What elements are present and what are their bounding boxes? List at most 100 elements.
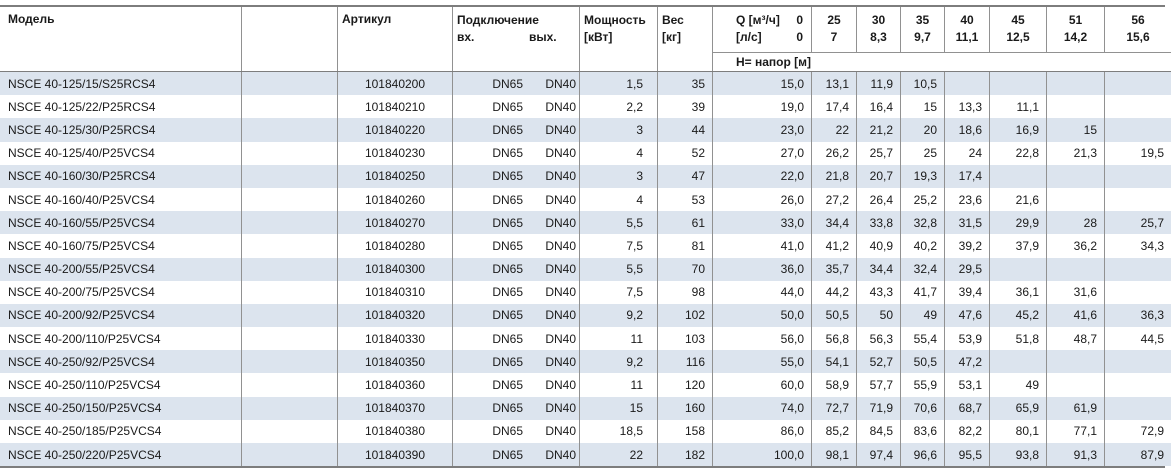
q-value: 56 <box>1131 13 1145 27</box>
header-connection-label: Подключение <box>457 13 539 27</box>
inlet-value: DN65 <box>492 146 523 161</box>
head-q56-cell: 87,9 <box>1140 447 1164 462</box>
model-cell: NSCE 40-160/75/P25VCS4 <box>0 234 242 258</box>
artikul-cell: 101840260 <box>338 187 453 212</box>
head-q56-cell <box>1105 118 1171 141</box>
header-artikul-label: Артикул <box>342 12 392 26</box>
head-q56-cell <box>1105 72 1171 95</box>
weight-cell: 182 <box>658 443 713 467</box>
head-q30-cell: 40,9 <box>857 234 901 258</box>
pump-spec-table: Модель Артикул Подключение вх. вых. Мощн… <box>0 7 1171 467</box>
head-q35-cell: 25,2 <box>901 187 945 212</box>
outlet-value: DN40 <box>545 378 576 393</box>
head-q0-cell: 23,0 <box>713 118 812 142</box>
table-row: NSCE 40-250/220/P25VCS4 101840390 DN65 D… <box>0 443 1171 467</box>
head-q51-cell: 31,6 <box>1047 280 1105 304</box>
outlet-value: DN40 <box>545 122 576 137</box>
ls-value: 9,7 <box>914 30 931 44</box>
head-q25-cell: 22 <box>812 118 857 142</box>
head-q0-cell: 41,0 <box>713 234 812 258</box>
connection-cell: DN65 DN40 <box>453 234 580 258</box>
head-q25-cell: 26,2 <box>812 141 857 165</box>
inlet-value: DN65 <box>492 76 523 91</box>
head-q25-cell: 98,1 <box>812 443 857 467</box>
head-q51-cell: 61,9 <box>1047 396 1105 420</box>
header-weight: Вес [кг] <box>658 7 713 71</box>
head-q45-cell: 36,1 <box>990 280 1047 304</box>
q-value: 40 <box>960 13 974 27</box>
model-cell: NSCE 40-250/185/P25VCS4 <box>0 419 242 443</box>
connection-cell: DN65 DN40 <box>453 164 580 188</box>
connection-cell: DN65 DN40 <box>453 327 580 351</box>
outlet-value: DN40 <box>545 76 576 91</box>
artikul-cell: 101840320 <box>338 303 453 328</box>
head-q30-cell: 34,4 <box>857 257 901 281</box>
connection-cell: DN65 DN40 <box>453 350 580 374</box>
inlet-value: DN65 <box>492 378 523 393</box>
head-q45-cell: 29,9 <box>990 211 1047 235</box>
header-power-label: Мощность <box>584 13 646 27</box>
model-cell: NSCE 40-125/30/P25RCS4 <box>0 118 242 142</box>
weight-cell: 116 <box>658 350 713 374</box>
head-q51-cell: 77,1 <box>1047 419 1105 443</box>
inlet-value: DN65 <box>492 192 523 207</box>
head-q51-cell: 21,3 <box>1047 141 1105 165</box>
model-cell: NSCE 40-250/150/P25VCS4 <box>0 396 242 420</box>
ls-value: 11,1 <box>955 30 979 44</box>
outlet-value: DN40 <box>545 447 576 462</box>
outlet-value: DN40 <box>545 169 576 184</box>
artikul-cell: 101840270 <box>338 211 453 235</box>
head-q51-cell <box>1047 95 1105 119</box>
artikul-cell: 101840300 <box>338 257 453 281</box>
head-q30-cell: 43,3 <box>857 280 901 304</box>
head-q45-cell <box>990 257 1047 281</box>
power-cell: 4 <box>580 141 658 165</box>
spacer-cell <box>242 211 338 235</box>
header-head-row: H= напор [м] <box>713 52 1171 71</box>
outlet-value: DN40 <box>545 331 576 346</box>
head-q0-cell: 26,0 <box>713 187 812 212</box>
head-q30-cell: 56,3 <box>857 327 901 351</box>
head-q0-cell: 74,0 <box>713 396 812 420</box>
spacer-cell <box>242 187 338 212</box>
table-row: NSCE 40-250/92/P25VCS4 101840350 DN65 DN… <box>0 350 1171 374</box>
artikul-cell: 101840280 <box>338 234 453 258</box>
head-q25-cell: 35,7 <box>812 257 857 281</box>
header-head-label: H= напор [м] <box>736 55 812 69</box>
weight-cell: 103 <box>658 327 713 351</box>
header-q-label: Q [м³/ч] <box>736 13 780 27</box>
head-q40-cell: 82,2 <box>945 419 990 443</box>
model-cell: NSCE 40-125/22/P25RCS4 <box>0 95 242 119</box>
header-q-col-56: 56 15,6 <box>1105 7 1171 52</box>
spacer-cell <box>242 164 338 188</box>
head-q25-cell: 85,2 <box>812 419 857 443</box>
head-q25-cell: 27,2 <box>812 187 857 212</box>
connection-cell: DN65 DN40 <box>453 303 580 328</box>
head-q30-cell: 52,7 <box>857 350 901 374</box>
model-cell: NSCE 40-160/30/P25RCS4 <box>0 164 242 188</box>
header-q-col-40: 40 11,1 <box>945 7 990 52</box>
table-body: NSCE 40-125/15/S25RCS4 101840200 DN65 DN… <box>0 72 1171 467</box>
spacer-cell <box>242 327 338 351</box>
table-row: NSCE 40-125/22/P25RCS4 101840210 DN65 DN… <box>0 95 1171 119</box>
table-row: NSCE 40-250/150/P25VCS4 101840370 DN65 D… <box>0 396 1171 420</box>
ls-value: 14,2 <box>1063 30 1088 44</box>
head-q40-cell: 18,6 <box>945 118 990 142</box>
head-q25-cell: 56,8 <box>812 327 857 351</box>
header-q-col-45: 45 12,5 <box>990 7 1047 52</box>
inlet-value: DN65 <box>492 169 523 184</box>
head-q56-cell <box>1105 165 1171 188</box>
header-weight-unit: [кг] <box>662 30 681 44</box>
head-q35-cell: 70,6 <box>901 396 945 420</box>
head-q45-cell <box>990 164 1047 188</box>
head-q30-cell: 33,8 <box>857 211 901 235</box>
head-q30-cell: 16,4 <box>857 95 901 119</box>
head-q56-cell <box>1105 258 1171 281</box>
table-row: NSCE 40-200/55/P25VCS4 101840300 DN65 DN… <box>0 257 1171 281</box>
table-row: NSCE 40-160/55/P25VCS4 101840270 DN65 DN… <box>0 211 1171 235</box>
header-outlet-label: вых. <box>529 30 557 44</box>
header-q-zero: Q [м³/ч] 0 [л/с] 0 <box>713 7 812 52</box>
table-bottom-rule <box>0 466 1165 469</box>
head-q25-cell: 17,4 <box>812 95 857 119</box>
head-q40-cell: 68,7 <box>945 396 990 420</box>
